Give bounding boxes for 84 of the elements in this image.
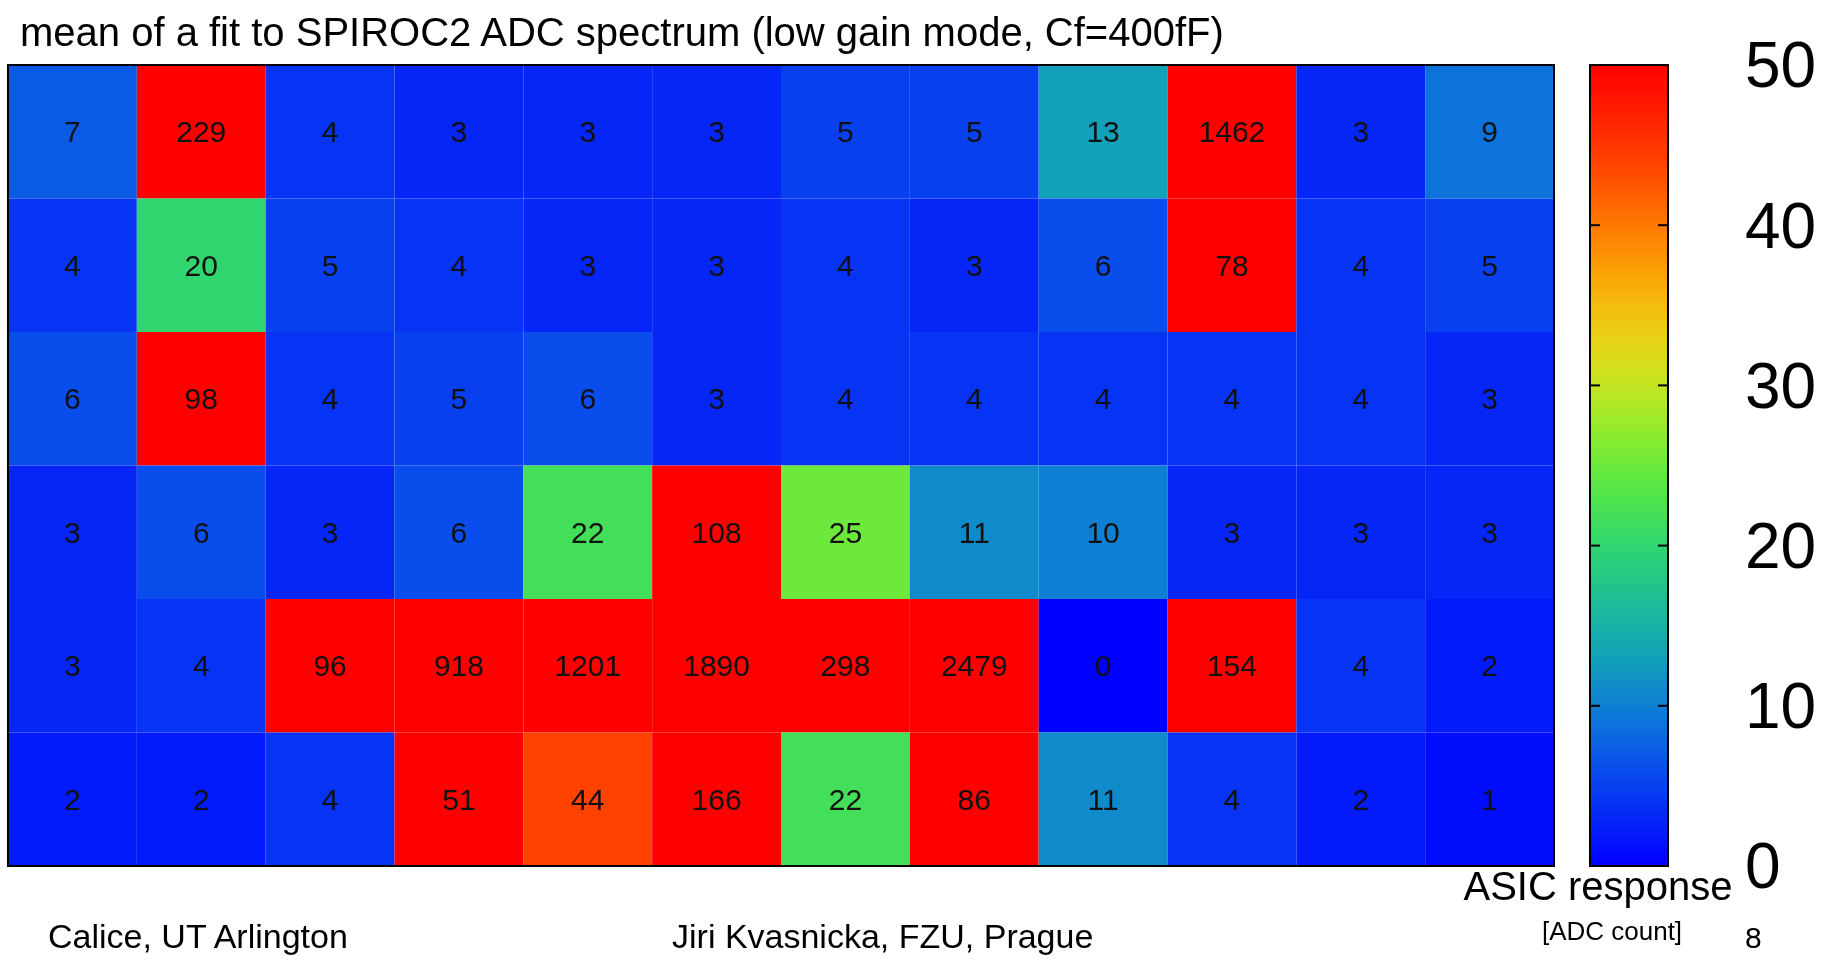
data-label: 3 [708, 248, 725, 282]
data-label: 1201 [554, 649, 622, 683]
data-label: 20 [184, 248, 218, 282]
chart-title: mean of a fit to SPIROC2 ADC spectrum (low gain mode, Cf=400fF) [20, 10, 1224, 54]
data-label: 166 [691, 782, 742, 816]
data-label: 3 [321, 515, 339, 549]
data-label: 51 [442, 782, 476, 816]
data-label: 108 [691, 515, 742, 549]
data-label: 4 [321, 382, 339, 416]
data-label: 0 [1094, 649, 1112, 683]
text: 8 [1745, 921, 1762, 954]
data-label: 9 [1481, 115, 1498, 149]
data-label: 3 [1481, 515, 1498, 549]
data-label: 6 [1094, 248, 1112, 282]
data-label: 5 [965, 115, 983, 149]
color-bar-label: 50 [1745, 29, 1817, 102]
data-label: 3 [1352, 115, 1370, 149]
data-label: 3 [579, 115, 597, 149]
color-bar-label: 30 [1745, 349, 1817, 422]
data-label: 6 [192, 515, 210, 549]
data-label: 3 [1223, 515, 1241, 549]
data-label: 4 [1223, 782, 1241, 816]
data-label: 3 [579, 248, 597, 282]
data-label: 13 [1086, 115, 1120, 149]
data-label: 298 [820, 649, 871, 683]
color-bar-label: 20 [1745, 510, 1817, 582]
data-label: 4 [1094, 382, 1112, 416]
data-label: 5 [837, 115, 854, 149]
data-label: 4 [321, 115, 339, 149]
data-label: 4 [321, 782, 339, 816]
color-bar-label: 40 [1745, 189, 1817, 262]
data-label: 1890 [683, 649, 750, 683]
data-label: 4 [450, 248, 468, 282]
data-label: 10 [1086, 515, 1120, 549]
data-label: 5 [1481, 248, 1498, 282]
data-label: 2 [1352, 782, 1370, 816]
data-label: 5 [321, 248, 339, 282]
data-label: 918 [433, 649, 484, 683]
data-label: 25 [828, 515, 863, 549]
data-label: 4 [1352, 248, 1370, 282]
data-label: 1 [1481, 782, 1498, 816]
data-label: 4 [965, 382, 983, 416]
data-label: 154 [1206, 649, 1257, 683]
data-label: 3 [64, 649, 81, 683]
data-label: 2 [192, 782, 210, 816]
color-bar-label: 0 [1745, 830, 1781, 903]
text: [ADC count] [1541, 916, 1683, 946]
text: Calice, UT Arlington [48, 917, 348, 955]
data-label: 22 [571, 515, 605, 549]
data-label: 3 [450, 115, 468, 149]
data-label: 3 [64, 515, 81, 549]
data-label: 1462 [1198, 115, 1266, 149]
color-bar-label: 10 [1745, 670, 1817, 743]
data-label: 6 [64, 382, 81, 416]
data-label: 2 [1481, 649, 1498, 683]
data-label: 7 [64, 115, 81, 149]
data-label: 98 [184, 382, 218, 416]
data-label: 6 [450, 515, 468, 549]
color-bar-title: ASIC response [1463, 864, 1733, 908]
data-label: 5 [450, 382, 468, 416]
data-label: 4 [1223, 382, 1241, 416]
data-label: 86 [957, 782, 991, 816]
data-label: 22 [828, 782, 863, 816]
text: Jiri Kvasnicka, FZU, Prague [672, 917, 1094, 955]
data-label: 3 [708, 382, 725, 416]
data-label: 4 [837, 382, 854, 416]
data-label: 3 [1352, 515, 1370, 549]
data-label: 11 [958, 515, 990, 549]
data-label: 3 [965, 248, 983, 282]
data-label: 229 [176, 115, 227, 149]
data-label: 11 [1087, 782, 1119, 816]
data-label: 3 [1481, 382, 1498, 416]
data-label: 4 [192, 649, 210, 683]
data-label: 3 [708, 115, 725, 149]
data-label: 78 [1215, 248, 1249, 282]
data-label: 44 [571, 782, 605, 816]
data-label: 2479 [940, 649, 1008, 683]
data-label: 6 [579, 382, 597, 416]
data-label: 4 [1352, 649, 1370, 683]
data-label: 4 [64, 248, 81, 282]
data-label: 96 [313, 649, 347, 683]
data-label: 4 [837, 248, 854, 282]
data-label: 2 [64, 782, 81, 816]
data-label: 4 [1352, 382, 1370, 416]
